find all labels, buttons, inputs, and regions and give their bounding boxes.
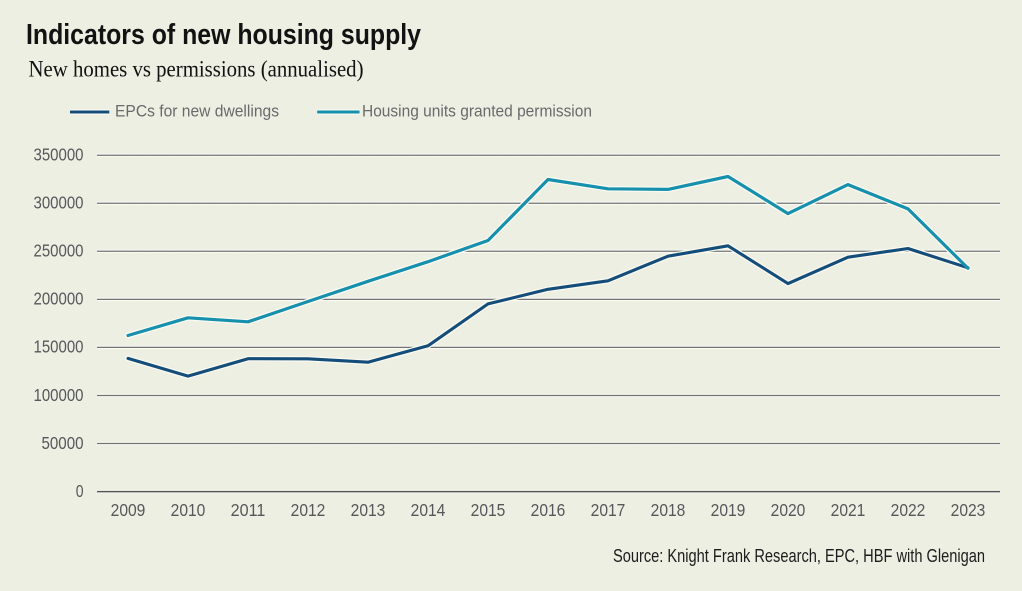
svg-text:2017: 2017: [591, 500, 626, 520]
svg-text:2022: 2022: [891, 500, 926, 520]
svg-text:2018: 2018: [651, 500, 686, 520]
svg-text:Indicators of new housing supp: Indicators of new housing supply: [26, 19, 421, 51]
svg-text:2009: 2009: [111, 500, 146, 520]
svg-text:200000: 200000: [34, 289, 84, 309]
svg-text:New homes vs permissions (annu: New homes vs permissions (annualised): [29, 57, 364, 82]
svg-text:350000: 350000: [34, 145, 84, 165]
svg-text:2019: 2019: [711, 500, 746, 520]
svg-text:2011: 2011: [231, 500, 266, 520]
svg-text:50000: 50000: [42, 433, 84, 453]
svg-text:2016: 2016: [531, 500, 566, 520]
svg-text:2015: 2015: [471, 500, 506, 520]
svg-text:150000: 150000: [34, 337, 84, 357]
svg-text:EPCs for new dwellings: EPCs for new dwellings: [115, 102, 279, 120]
svg-text:2010: 2010: [171, 500, 206, 520]
svg-text:100000: 100000: [34, 385, 84, 405]
svg-text:0: 0: [76, 481, 84, 501]
svg-text:2020: 2020: [771, 500, 806, 520]
svg-text:2023: 2023: [951, 500, 986, 520]
svg-text:2013: 2013: [351, 500, 386, 520]
svg-text:250000: 250000: [34, 241, 84, 261]
svg-text:2012: 2012: [291, 500, 326, 520]
svg-text:Housing units granted permissi: Housing units granted permission: [362, 102, 592, 120]
svg-text:2014: 2014: [411, 500, 446, 520]
svg-text:Source: Knight Frank Research,: Source: Knight Frank Research, EPC, HBF …: [613, 546, 985, 566]
svg-text:2021: 2021: [831, 500, 866, 520]
svg-text:300000: 300000: [34, 193, 84, 213]
